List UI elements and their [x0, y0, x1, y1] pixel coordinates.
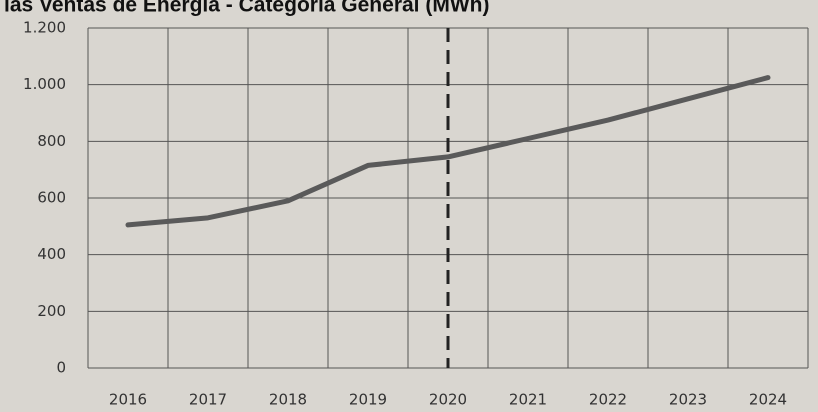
- x-tick-label: 2023: [669, 391, 707, 409]
- line-series: [125, 75, 771, 228]
- x-tick-label: 2016: [109, 391, 147, 409]
- y-tick-label: 800: [37, 132, 66, 150]
- x-tick-label: 2024: [749, 391, 787, 409]
- x-tick-label: 2022: [589, 391, 627, 409]
- x-tick-label: 2019: [349, 391, 387, 409]
- x-tick-label: 2020: [429, 391, 467, 409]
- x-tick-label: 2018: [269, 391, 307, 409]
- y-tick-label: 600: [37, 189, 66, 207]
- x-tick-label: 2017: [189, 391, 227, 409]
- y-tick-label: 1.200: [23, 19, 66, 37]
- y-tick-label: 0: [56, 359, 66, 377]
- y-tick-label: 1.000: [23, 75, 66, 93]
- y-tick-label: 400: [37, 245, 66, 263]
- chart-title: las Ventas de Energía - Categoría Genera…: [4, 0, 489, 17]
- x-tick-label: 2021: [509, 391, 547, 409]
- y-tick-label: 200: [37, 302, 66, 320]
